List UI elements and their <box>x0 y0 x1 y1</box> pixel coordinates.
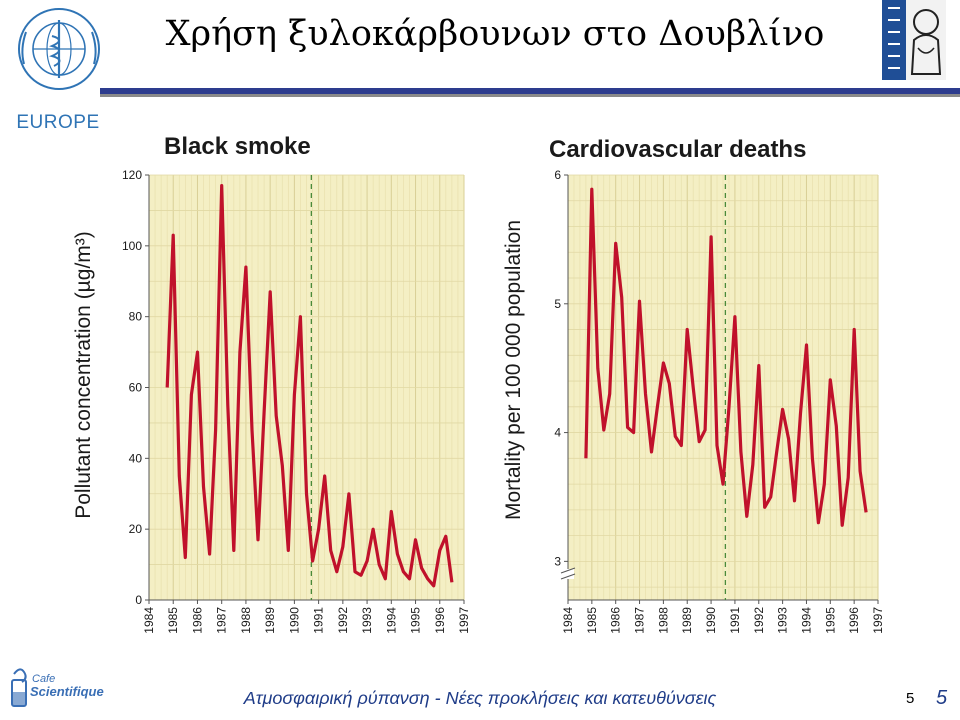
x-tick-label: 1986 <box>190 607 204 634</box>
x-tick-label: 1987 <box>633 607 647 634</box>
x-tick-label: 1992 <box>336 607 350 634</box>
x-tick-label: 1987 <box>215 607 229 634</box>
x-tick-label: 1990 <box>287 607 301 634</box>
x-tick-label: 1991 <box>728 607 742 634</box>
y-tick-label: 120 <box>122 168 142 182</box>
black-smoke-x-ticks: 1984 1985 1986 1987 1988 1989 1990 1991 1992 1993… <box>142 600 471 634</box>
x-tick-label: 1994 <box>384 607 398 634</box>
slide-title: Χρήση ξυλοκάρβουνων στο Δουβλίνο <box>165 14 825 54</box>
cardiovascular-deaths-chart: 3 4 5 6 1984 1985 1986 1987 1988 1989 1990 1991 199… <box>502 136 885 634</box>
y-tick-label: 6 <box>554 168 561 182</box>
x-tick-label: 1992 <box>752 607 766 634</box>
x-tick-label: 1984 <box>561 607 575 634</box>
x-tick-label: 1989 <box>680 607 694 634</box>
y-tick-label: 0 <box>135 593 142 607</box>
cardiovascular-title: Cardiovascular deaths <box>549 136 806 163</box>
y-tick-label: 5 <box>554 297 561 311</box>
x-tick-label: 1989 <box>263 607 277 634</box>
footer-text: Ατμοσφαιρική ρύπανση - Νέες προκλήσεις κ… <box>243 688 717 708</box>
black-smoke-chart: 0 20 40 60 80 100 120 1984 1985 1986 1987 1988 1989… <box>72 133 471 634</box>
y-tick-label: 80 <box>129 310 143 324</box>
university-logo <box>882 0 946 80</box>
axis-break-gap <box>562 569 574 579</box>
cardiovascular-y-axis-label: Mortality per 100 000 population <box>502 220 525 520</box>
x-tick-label: 1997 <box>871 607 885 634</box>
black-smoke-title: Black smoke <box>164 133 311 160</box>
who-region-label: EUROPE <box>16 112 100 133</box>
y-tick-label: 20 <box>129 522 143 536</box>
page-number-large: 5 <box>936 687 948 709</box>
axis-break-mark <box>560 573 576 580</box>
svg-text:Cafe: Cafe <box>32 673 55 685</box>
cafe-scientifique-logo: Cafe Scientifique <box>11 668 104 707</box>
y-tick-label: 60 <box>129 381 143 395</box>
x-tick-label: 1990 <box>704 607 718 634</box>
page-number-small: 5 <box>906 690 915 707</box>
y-tick-label: 40 <box>129 451 143 465</box>
x-tick-label: 1988 <box>656 607 670 634</box>
x-tick-label: 1991 <box>312 607 326 634</box>
y-tick-label: 100 <box>122 239 142 253</box>
title-divider-gray <box>100 94 960 97</box>
y-tick-label: 3 <box>554 554 561 568</box>
x-tick-label: 1997 <box>457 607 471 634</box>
cardiovascular-y-ticks: 3 4 5 6 <box>554 168 568 568</box>
svg-text:Scientifique: Scientifique <box>30 684 104 699</box>
x-tick-label: 1984 <box>142 607 156 634</box>
x-tick-label: 1996 <box>847 607 861 634</box>
cardiovascular-axis-break-icon <box>560 567 576 580</box>
x-tick-label: 1995 <box>409 607 423 634</box>
x-tick-label: 1993 <box>360 607 374 634</box>
black-smoke-series-line <box>165 184 454 588</box>
x-tick-label: 1986 <box>609 607 623 634</box>
who-europe-logo: EUROPE <box>8 6 108 134</box>
black-smoke-y-axis-label: Pollutant concentration (µg/m³) <box>72 231 95 519</box>
y-tick-label: 4 <box>554 426 561 440</box>
cardiovascular-x-ticks: 1984 1985 1986 1987 1988 1989 1990 1991 1992 1993… <box>561 600 885 634</box>
x-tick-label: 1994 <box>799 607 813 634</box>
x-tick-label: 1988 <box>239 607 253 634</box>
title-divider <box>100 88 960 98</box>
cardiovascular-series-line <box>584 187 868 527</box>
who-emblem-icon <box>18 8 100 90</box>
axis-break-mark <box>560 567 576 574</box>
black-smoke-y-ticks: 0 20 40 60 80 100 120 <box>122 168 149 607</box>
x-tick-label: 1996 <box>433 607 447 634</box>
x-tick-label: 1993 <box>776 607 790 634</box>
x-tick-label: 1985 <box>166 607 180 634</box>
x-tick-label: 1985 <box>585 607 599 634</box>
title-divider-blue <box>100 88 960 94</box>
x-tick-label: 1995 <box>823 607 837 634</box>
